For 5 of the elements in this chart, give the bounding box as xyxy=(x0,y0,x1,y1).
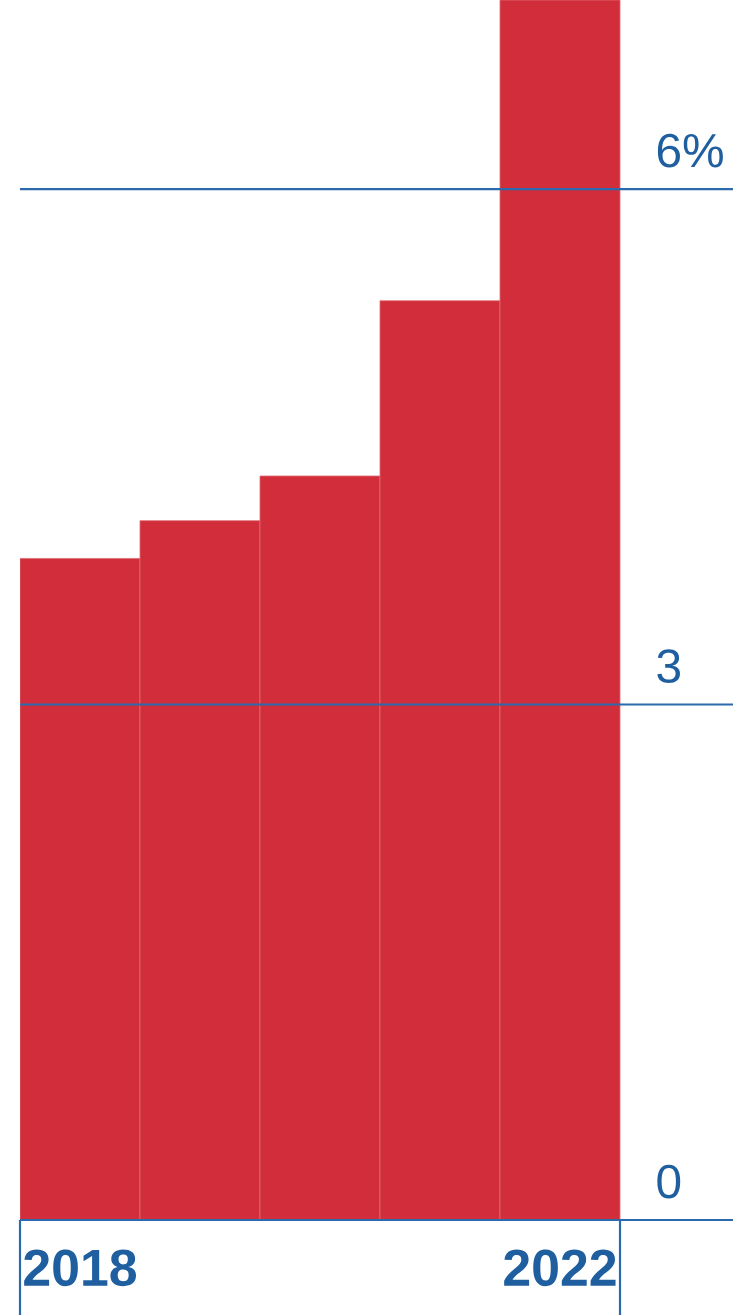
x-tick-label: 2022 xyxy=(504,1249,616,1287)
y-tick-label: 3 xyxy=(657,649,680,684)
y-tick-label: 0 xyxy=(657,1164,681,1199)
y-tick-label: 6% xyxy=(657,133,723,168)
x-tick-label: 2018 xyxy=(24,1249,137,1287)
